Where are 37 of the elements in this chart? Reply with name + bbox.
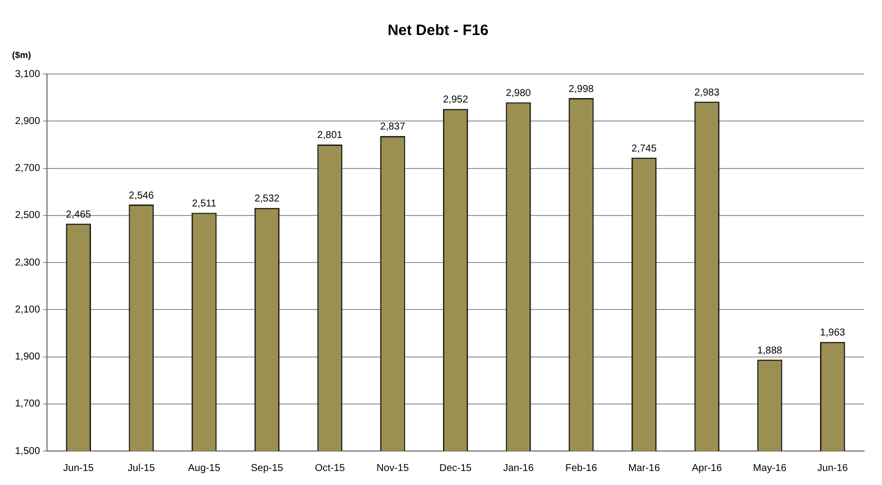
y-tick-label: 2,300	[14, 257, 40, 268]
y-tick-label: 2,900	[14, 116, 40, 127]
y-tick-label: 2,700	[14, 163, 40, 174]
data-label: 1,963	[820, 328, 846, 339]
data-label: 2,465	[66, 209, 92, 220]
y-tick-label: 1,700	[14, 398, 40, 410]
x-tick-label: Mar-16	[628, 462, 660, 474]
x-tick-label: Apr-16	[692, 462, 722, 474]
x-tick-label: Jul-15	[128, 462, 156, 474]
data-label: 2,546	[128, 190, 154, 202]
data-label: 2,745	[632, 143, 657, 154]
x-tick-label: May-16	[753, 462, 787, 474]
x-tick-label: Jan-16	[503, 462, 534, 474]
data-label: 2,998	[568, 84, 594, 95]
y-tick-label: 2,100	[14, 304, 40, 316]
x-tick-label: Jun-15	[63, 462, 94, 474]
y-tick-label: 1,500	[14, 446, 40, 457]
data-label: 2,511	[192, 198, 217, 210]
x-tick-label: Oct-15	[314, 462, 346, 474]
data-label: 2,532	[254, 194, 280, 205]
data-label: 1,888	[757, 345, 783, 356]
data-label: 2,801	[317, 130, 343, 142]
y-tick-label: 3,100	[14, 68, 40, 80]
y-axis-title: ($m)	[12, 50, 32, 60]
chart-title: Net Debt - F16	[388, 22, 488, 40]
x-tick-label: Aug-15	[188, 462, 221, 474]
x-tick-label: Jun-16	[817, 462, 848, 474]
data-label: 2,952	[442, 94, 468, 106]
x-tick-label: Nov-15	[376, 462, 410, 474]
x-tick-label: Sep-15	[250, 462, 284, 474]
data-label: 2,837	[380, 122, 406, 133]
x-tick-label: Feb-16	[565, 462, 598, 474]
x-tick-label: Dec-15	[439, 462, 472, 474]
y-tick-label: 1,900	[14, 352, 40, 362]
data-label: 2,983	[694, 87, 720, 98]
y-tick-label: 2,500	[14, 210, 40, 222]
data-label: 2,980	[506, 88, 532, 100]
